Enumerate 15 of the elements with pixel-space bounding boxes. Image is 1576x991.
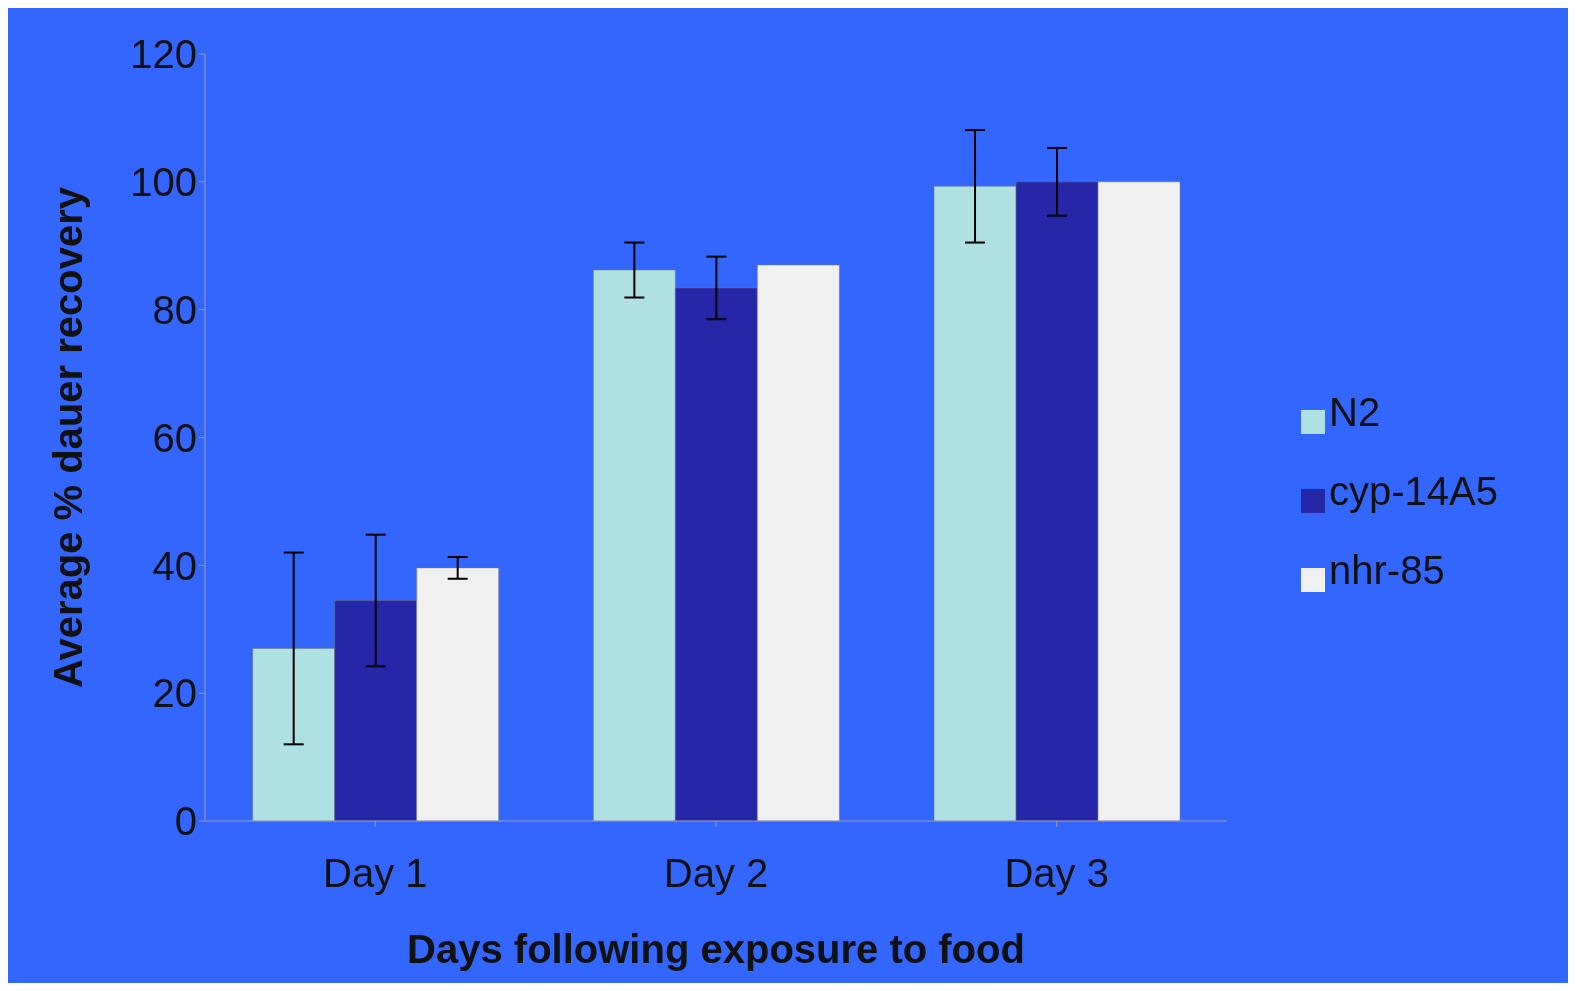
legend-label: nhr-85 xyxy=(1329,548,1445,592)
y-tick-label: 0 xyxy=(174,799,197,844)
y-axis-title: Average % dauer recovery xyxy=(46,186,91,689)
y-tick-label: 20 xyxy=(152,671,197,716)
y-tick-label: 80 xyxy=(152,287,197,332)
legend-label: cyp-14A5 xyxy=(1329,469,1498,513)
x-tick-label: Day 3 xyxy=(1004,851,1109,896)
x-axis-title: Days following exposure to food xyxy=(407,927,1025,971)
x-tick-label: Day 2 xyxy=(663,851,769,896)
legend-label: N2 xyxy=(1329,390,1381,434)
y-tick-label: 100 xyxy=(130,160,197,205)
x-tick-label: Day 1 xyxy=(323,851,428,896)
y-tick-label: 40 xyxy=(152,543,197,588)
y-tick-label: 60 xyxy=(152,415,197,460)
y-tick-label: 120 xyxy=(130,32,197,77)
